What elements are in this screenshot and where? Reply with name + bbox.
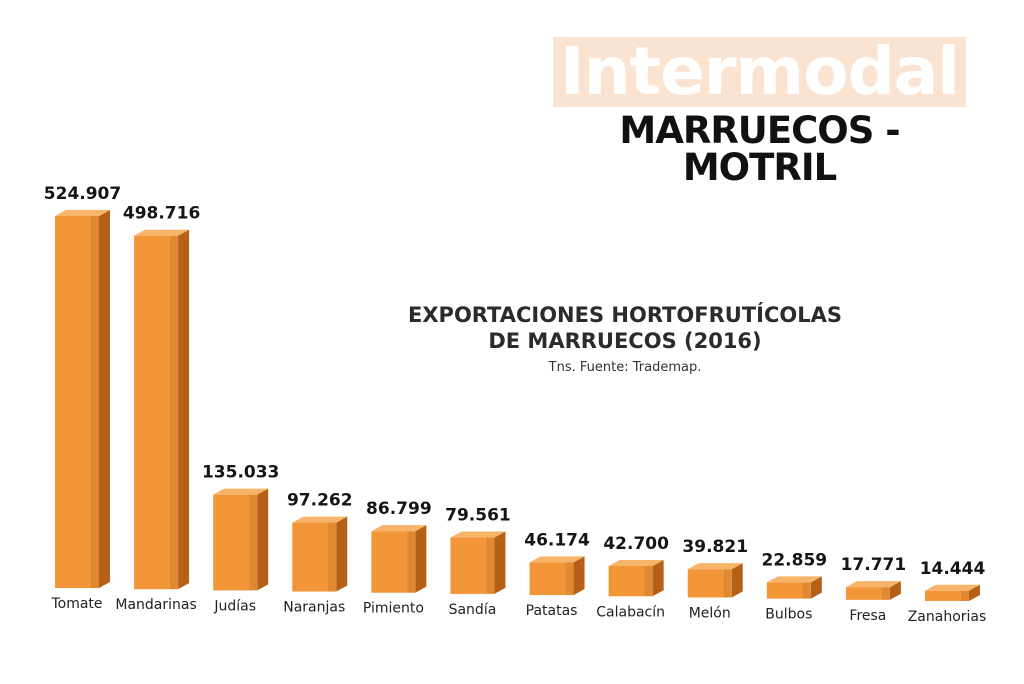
category-label-tomate: Tomate: [50, 596, 102, 612]
bar-bulbos: [766, 576, 822, 599]
bar-side-sandia: [494, 531, 506, 594]
category-label-mandarinas: Mandarinas: [115, 597, 196, 613]
category-label-melon: Melón: [689, 605, 731, 621]
bar-shade-mandarinas: [170, 235, 179, 590]
bar-shade-sandia: [486, 537, 495, 594]
bar-top-pimiento: [371, 525, 427, 532]
value-label-pimiento: 86.799: [366, 499, 432, 519]
value-label-zanahorias: 14.444: [920, 559, 986, 579]
bar-front-zanahorias: [925, 590, 969, 601]
bar-front-naranjas: [292, 522, 337, 592]
bar-calabacin: [608, 559, 664, 597]
bar-shade-judias: [249, 494, 258, 591]
bar-front-tomate: [55, 216, 99, 588]
bar-top-sandia: [450, 531, 506, 538]
bar-naranjas: [292, 516, 348, 592]
bar-shade-zanahorias: [961, 590, 969, 601]
bar-side-bulbos: [810, 576, 822, 599]
value-label-mandarinas: 498.716: [123, 204, 200, 224]
route-title: MARRUECOS - MOTRIL: [619, 109, 900, 189]
bar-mandarinas: [134, 229, 190, 590]
bar-top-naranjas: [292, 516, 348, 523]
value-label-tomate: 524.907: [44, 184, 121, 204]
value-label-calabacin: 42.700: [603, 534, 669, 554]
bar-shade-fresa: [881, 587, 890, 600]
bar-top-tomate: [55, 209, 110, 216]
bar-front-bulbos: [766, 582, 811, 599]
bar-side-pimiento: [415, 525, 427, 593]
bar-fresa: [845, 581, 901, 600]
value-label-sandia: 79.561: [445, 506, 511, 526]
value-label-patatas: 46.174: [524, 530, 590, 550]
bar-top-patatas: [529, 556, 585, 563]
bar-side-tomate: [99, 209, 110, 588]
bar-patatas: [529, 556, 585, 596]
bar-top-bulbos: [766, 576, 822, 583]
bar-side-patatas: [573, 556, 585, 596]
bar-pimiento: [371, 525, 427, 593]
bar-front-patatas: [529, 562, 574, 596]
bar-side-mandarinas: [178, 229, 190, 590]
bar-shade-pimiento: [407, 531, 416, 593]
bar-top-melon: [687, 563, 743, 570]
category-label-pimiento: Pimiento: [363, 601, 424, 617]
bar-shade-tomate: [91, 216, 99, 588]
chart-title-line-1: EXPORTACIONES HORTOFRUTÍCOLAS: [408, 303, 842, 327]
category-label-fresa: Fresa: [849, 608, 886, 624]
value-label-fresa: 17.771: [841, 555, 907, 575]
bar-front-sandia: [450, 537, 495, 594]
brand-logo: Intermodal: [560, 33, 960, 110]
category-label-patatas: Patatas: [526, 603, 578, 619]
bar-shade-melon: [723, 569, 732, 598]
chart-title-line-2: DE MARRUECOS (2016): [488, 329, 762, 353]
bar-side-zanahorias: [969, 584, 980, 601]
bar-shade-calabacin: [644, 566, 653, 597]
bar-melon: [687, 563, 743, 598]
brand-band: Intermodal: [553, 37, 966, 107]
bar-side-melon: [731, 563, 743, 598]
category-label-naranjas: Naranjas: [283, 600, 345, 616]
value-label-naranjas: 97.262: [287, 491, 353, 511]
value-label-melon: 39.821: [682, 537, 748, 557]
bar-side-judias: [257, 488, 269, 591]
bar-top-judias: [213, 488, 269, 495]
bar-side-fresa: [889, 581, 901, 600]
bar-side-naranjas: [336, 516, 348, 592]
category-label-calabacin: Calabacín: [596, 604, 665, 620]
bar-top-fresa: [845, 581, 901, 588]
category-label-sandia: Sandía: [449, 602, 497, 618]
bar-shade-bulbos: [802, 582, 811, 599]
bar-top-mandarinas: [134, 229, 190, 236]
bar-zanahorias: [925, 584, 980, 601]
bar-front-pimiento: [371, 531, 416, 593]
bar-top-calabacin: [608, 559, 664, 567]
category-label-zanahorias: Zanahorias: [908, 609, 987, 625]
bar-front-calabacin: [608, 566, 653, 597]
chart-title: EXPORTACIONES HORTOFRUTÍCOLAS DE MARRUEC…: [330, 302, 920, 354]
bar-front-melon: [687, 569, 732, 598]
value-label-bulbos: 22.859: [762, 550, 828, 570]
bar-front-fresa: [845, 587, 890, 600]
category-label-judias: Judías: [213, 598, 256, 614]
category-label-bulbos: Bulbos: [765, 607, 812, 623]
bar-tomate: [55, 209, 110, 588]
bar-sandia: [450, 531, 506, 594]
bar-top-zanahorias: [925, 584, 980, 591]
bar-side-calabacin: [652, 559, 664, 597]
bar-shade-patatas: [565, 562, 574, 596]
value-label-judias: 135.033: [202, 463, 279, 483]
bar-judias: [213, 488, 269, 591]
bar-front-judias: [213, 494, 258, 591]
bar-shade-naranjas: [328, 522, 337, 592]
bar-front-mandarinas: [134, 235, 179, 590]
chart-subtitle: Tns. Fuente: Trademap.: [548, 360, 702, 375]
